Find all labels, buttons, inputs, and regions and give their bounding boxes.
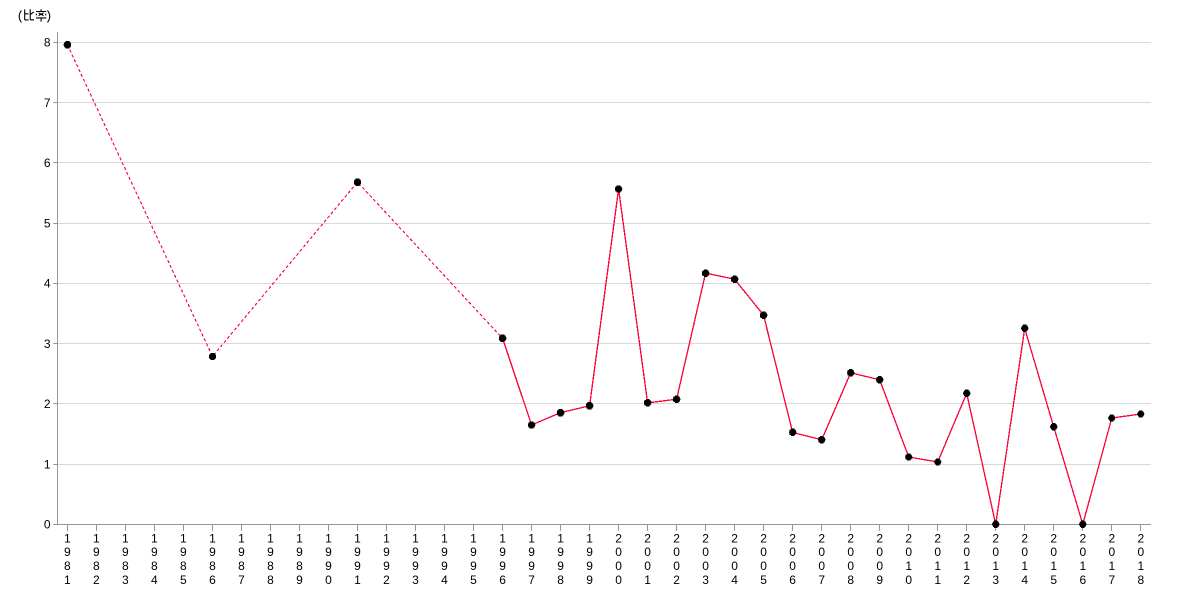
svg-text:1: 1 [44,457,51,471]
svg-text:8: 8 [44,36,51,50]
svg-text:0: 0 [44,518,51,532]
svg-text:6: 6 [44,156,51,170]
svg-text:2: 2 [44,397,51,411]
svg-text:4: 4 [44,277,51,291]
svg-text:5: 5 [44,216,51,230]
svg-text:7: 7 [44,96,51,110]
svg-text:3: 3 [44,337,51,351]
